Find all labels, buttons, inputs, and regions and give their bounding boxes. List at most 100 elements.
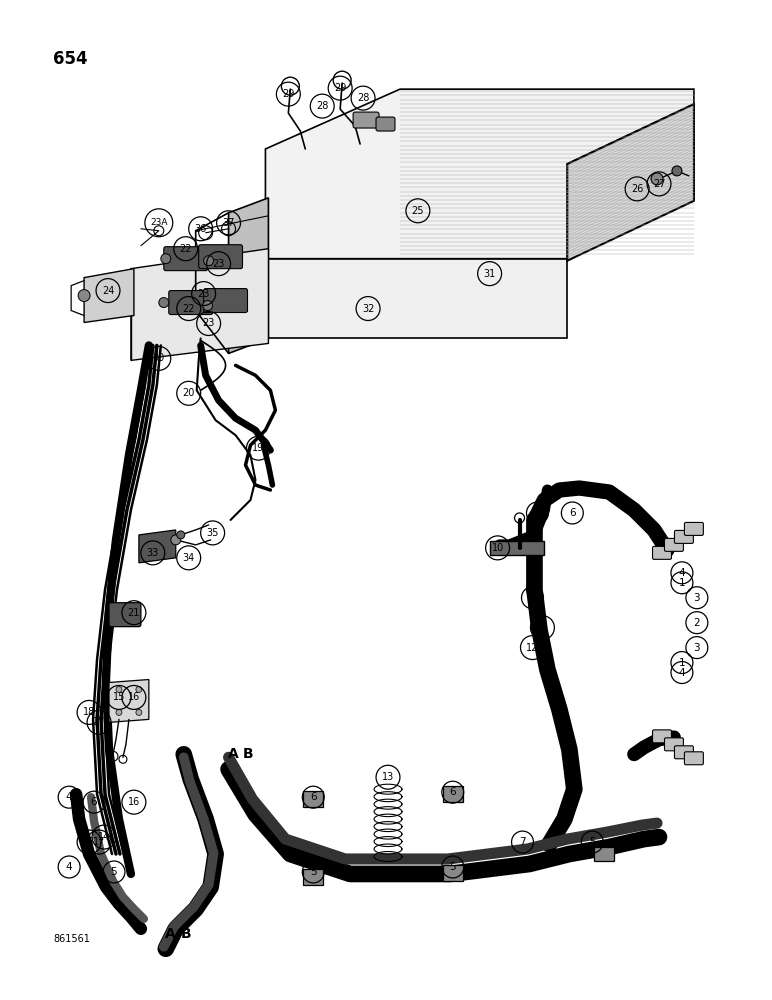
Bar	[303, 869, 323, 885]
FancyBboxPatch shape	[169, 291, 212, 315]
Polygon shape	[266, 259, 567, 338]
Text: 26: 26	[631, 184, 643, 194]
Text: 8: 8	[529, 593, 536, 603]
Text: 23A: 23A	[150, 218, 168, 227]
Text: 12: 12	[527, 643, 539, 653]
FancyBboxPatch shape	[376, 117, 395, 131]
Text: 16: 16	[128, 692, 140, 702]
Text: 24: 24	[102, 286, 114, 296]
Text: 20: 20	[182, 388, 195, 398]
Text: 6: 6	[569, 508, 576, 518]
Text: 861561: 861561	[53, 934, 90, 944]
Text: 4: 4	[66, 862, 73, 872]
Bar	[443, 865, 462, 881]
FancyBboxPatch shape	[665, 538, 683, 551]
Text: 23: 23	[202, 318, 215, 328]
Circle shape	[651, 173, 663, 185]
Text: 6: 6	[310, 792, 317, 802]
FancyBboxPatch shape	[353, 112, 379, 128]
Text: 36: 36	[195, 224, 207, 234]
Text: 3: 3	[693, 643, 700, 653]
Text: 4: 4	[679, 668, 686, 678]
FancyBboxPatch shape	[685, 522, 703, 535]
Circle shape	[203, 301, 212, 311]
Text: 18: 18	[83, 707, 95, 717]
Text: 18: 18	[83, 837, 95, 847]
Text: 29: 29	[282, 89, 295, 99]
Text: 30: 30	[153, 353, 165, 363]
Text: 654: 654	[53, 50, 88, 68]
Text: 16: 16	[128, 797, 140, 807]
Circle shape	[672, 166, 682, 176]
Text: 10: 10	[492, 543, 503, 553]
Text: 27: 27	[653, 179, 665, 189]
Text: 22: 22	[182, 304, 195, 314]
Text: 28: 28	[357, 93, 369, 103]
Circle shape	[177, 531, 185, 539]
Circle shape	[159, 298, 169, 308]
Text: 11: 11	[537, 623, 549, 633]
FancyBboxPatch shape	[198, 245, 242, 269]
Text: 6: 6	[91, 797, 97, 807]
Text: 5: 5	[310, 867, 317, 877]
Text: 37: 37	[222, 218, 235, 228]
Circle shape	[136, 686, 142, 692]
Circle shape	[204, 256, 214, 266]
Text: 33: 33	[147, 548, 159, 558]
Text: B: B	[181, 927, 191, 941]
Circle shape	[136, 709, 142, 715]
Bar	[303, 791, 323, 807]
Text: 1: 1	[679, 658, 686, 668]
Text: A: A	[165, 927, 176, 941]
Text: A: A	[229, 747, 239, 761]
Circle shape	[116, 709, 122, 715]
Text: 29: 29	[334, 83, 347, 93]
Polygon shape	[266, 89, 694, 259]
Polygon shape	[567, 104, 694, 261]
Bar	[489, 541, 544, 555]
FancyBboxPatch shape	[204, 289, 248, 313]
Polygon shape	[567, 104, 694, 259]
Text: 23: 23	[212, 259, 225, 269]
Text: 15: 15	[113, 692, 125, 702]
Text: 3: 3	[693, 593, 700, 603]
Text: 25: 25	[411, 206, 424, 216]
Text: 17: 17	[93, 717, 105, 727]
Text: 5: 5	[449, 862, 456, 872]
Text: 5: 5	[110, 867, 117, 877]
Text: 21: 21	[127, 608, 140, 618]
Text: 9: 9	[534, 508, 540, 518]
Text: 4: 4	[66, 792, 73, 802]
FancyBboxPatch shape	[685, 752, 703, 765]
Polygon shape	[139, 530, 176, 563]
Text: 7: 7	[520, 837, 526, 847]
Text: 31: 31	[483, 269, 496, 279]
Text: 34: 34	[183, 553, 195, 563]
Text: 14: 14	[98, 832, 110, 842]
Circle shape	[161, 254, 171, 264]
Text: B: B	[243, 747, 254, 761]
FancyBboxPatch shape	[164, 247, 208, 271]
Bar	[443, 786, 462, 802]
Bar	[594, 847, 615, 861]
Text: 22: 22	[179, 244, 192, 254]
FancyBboxPatch shape	[675, 530, 693, 543]
Text: 4: 4	[679, 568, 686, 578]
Text: 6: 6	[449, 787, 456, 797]
FancyBboxPatch shape	[665, 738, 683, 751]
Text: 5: 5	[589, 837, 595, 847]
Circle shape	[171, 535, 181, 545]
Polygon shape	[131, 249, 269, 360]
Circle shape	[78, 290, 90, 302]
FancyBboxPatch shape	[652, 546, 672, 559]
Text: 35: 35	[206, 528, 218, 538]
FancyBboxPatch shape	[675, 746, 693, 759]
FancyBboxPatch shape	[109, 603, 141, 627]
Circle shape	[116, 686, 122, 692]
Text: 28: 28	[316, 101, 328, 111]
Polygon shape	[84, 269, 134, 322]
Polygon shape	[229, 198, 269, 353]
Text: 23: 23	[198, 289, 210, 299]
Text: 32: 32	[362, 304, 374, 314]
FancyBboxPatch shape	[652, 730, 672, 743]
